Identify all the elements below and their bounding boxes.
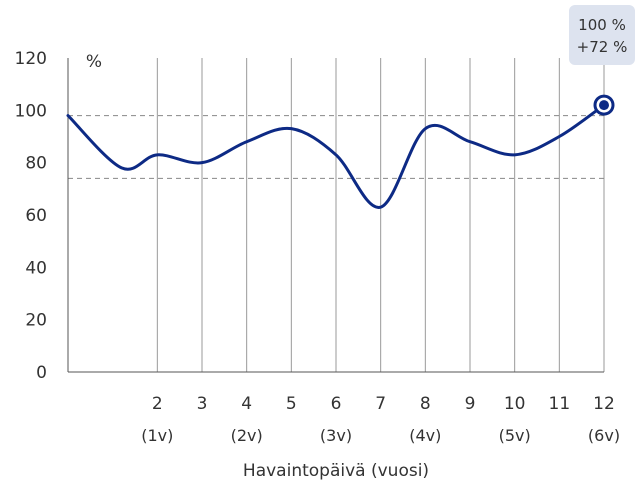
value-badge: 100 % +72 % — [569, 5, 635, 65]
x-tick-sublabel: (4v) — [409, 426, 441, 445]
badge-background — [569, 5, 635, 65]
x-tick-label: 9 — [465, 394, 476, 414]
x-tick-sublabel: (2v) — [231, 426, 263, 445]
y-tick-label: 80 — [25, 154, 47, 174]
x-tick-label: 6 — [331, 394, 342, 414]
x-tick-sublabel: (3v) — [320, 426, 352, 445]
series-line — [66, 103, 606, 209]
badge-change-text: +72 % — [577, 38, 628, 56]
x-tick-sublabel: (6v) — [588, 426, 620, 445]
y-tick-label: 120 — [15, 49, 47, 69]
x-tick-sublabel: (5v) — [499, 426, 531, 445]
x-tick-label: 4 — [241, 394, 252, 414]
y-tick-label: 60 — [25, 206, 47, 226]
x-tick-label: 10 — [504, 394, 526, 414]
end-point-marker — [593, 94, 615, 116]
x-tick-label: 8 — [420, 394, 431, 414]
x-tick-label: 7 — [375, 394, 386, 414]
x-tick-label: 2 — [152, 394, 163, 414]
y-tick-label: 40 — [25, 258, 47, 278]
unit-label: % — [86, 52, 102, 72]
end-point-dot — [599, 100, 609, 111]
x-tick-labels: 2 (1v) 3 4 (2v) 5 6 (3v) 7 8 (4v) 9 10 (5v) 11 12 (6v) — [141, 394, 620, 445]
x-tick-label: 12 — [593, 394, 615, 414]
y-tick-labels: 0 20 40 60 80 100 120 — [15, 49, 47, 383]
x-axis-label: Havaintopäivä (vuosi) — [243, 461, 429, 481]
x-tick-sublabel: (1v) — [141, 426, 173, 445]
x-tick-label: 11 — [549, 394, 571, 414]
y-tick-label: 0 — [36, 363, 47, 383]
x-tick-label: 5 — [286, 394, 297, 414]
y-tick-label: 100 — [15, 101, 47, 121]
y-tick-label: 20 — [25, 311, 47, 331]
badge-value-text: 100 % — [578, 16, 626, 34]
vertical-grid-lines — [156, 58, 605, 372]
x-tick-label: 3 — [197, 394, 208, 414]
